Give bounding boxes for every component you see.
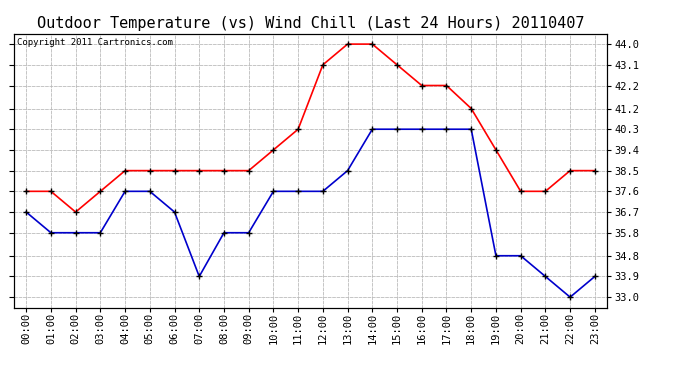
Text: Copyright 2011 Cartronics.com: Copyright 2011 Cartronics.com bbox=[17, 38, 172, 47]
Title: Outdoor Temperature (vs) Wind Chill (Last 24 Hours) 20110407: Outdoor Temperature (vs) Wind Chill (Las… bbox=[37, 16, 584, 31]
